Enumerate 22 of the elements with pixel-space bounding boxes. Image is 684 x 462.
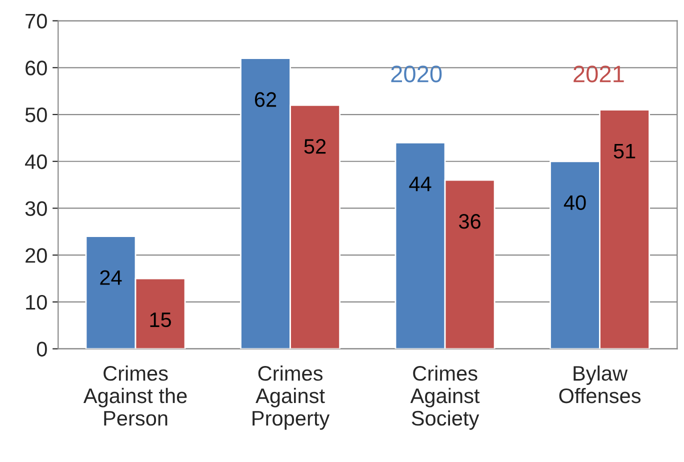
x-tick-label: Crimes Against the Person [83, 365, 187, 426]
text: 2020 [391, 66, 442, 82]
y-tick-label: 30 [25, 201, 47, 216]
data-label: 44 [409, 176, 432, 192]
x-tick-label: Bylaw Offenses [559, 365, 641, 404]
data-label: 36 [458, 214, 480, 229]
data-label: 40 [564, 195, 586, 210]
series-label: 2021 [574, 66, 624, 82]
data-label: 52 [304, 139, 326, 154]
y-tick-label: 0 [36, 342, 47, 357]
x-tick-label: Crimes Against Society [410, 365, 480, 430]
data-label: 51 [614, 144, 636, 158]
y-tick-label: 20 [26, 248, 47, 263]
x-tick-label: Crimes Against Property [252, 365, 330, 430]
y-tick-label: 60 [26, 60, 47, 76]
data-label: 62 [254, 92, 276, 107]
data-label: 24 [100, 270, 122, 285]
y-tick-label: 50 [25, 108, 47, 122]
y-tick-label: 40 [25, 154, 47, 170]
data-label: 15 [150, 312, 171, 328]
y-tick-label: 10 [26, 294, 47, 310]
y-tick-label: 70 [26, 14, 47, 29]
